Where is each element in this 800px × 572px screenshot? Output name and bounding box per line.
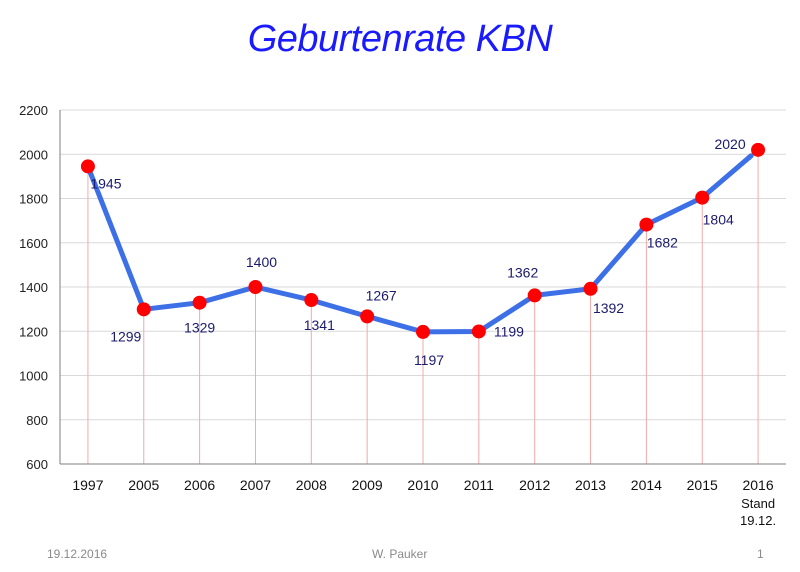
data-point <box>80 159 95 174</box>
x-tick-label: 2008 <box>296 477 327 493</box>
y-tick-label: 1600 <box>19 236 48 251</box>
footer-page-number: 1 <box>757 547 764 561</box>
data-point <box>192 295 207 310</box>
data-point <box>583 281 598 296</box>
data-point <box>136 302 151 317</box>
data-label: 1804 <box>703 212 734 228</box>
x-tick-label: 2007 <box>240 477 271 493</box>
footer-author: W. Pauker <box>372 547 428 561</box>
y-tick-label: 1200 <box>19 324 48 339</box>
data-label: 1197 <box>414 352 444 368</box>
data-label: 1299 <box>110 328 141 344</box>
y-tick-label: 1000 <box>19 369 48 384</box>
x-tick-sublabel: 19.12. <box>740 513 776 528</box>
data-point <box>695 190 710 205</box>
x-tick-label: 2006 <box>184 477 215 493</box>
x-tick-label: 1997 <box>72 477 103 493</box>
data-label: 1267 <box>366 287 397 303</box>
x-tick-sublabel: Stand <box>741 496 775 511</box>
data-point <box>304 293 319 308</box>
data-label: 2020 <box>714 136 745 152</box>
y-tick-label: 800 <box>26 413 48 428</box>
data-point <box>639 217 654 232</box>
data-point <box>360 309 375 324</box>
data-label: 1199 <box>494 323 524 339</box>
data-label: 1341 <box>304 317 335 333</box>
y-tick-label: 1800 <box>19 192 48 207</box>
footer-date: 19.12.2016 <box>47 547 108 561</box>
x-tick-label: 2011 <box>464 477 494 493</box>
data-label: 1400 <box>246 254 277 270</box>
x-tick-label: 2016 <box>742 477 773 493</box>
data-point <box>471 324 486 339</box>
x-tick-label: 2014 <box>631 477 662 493</box>
x-tick-label: 2005 <box>128 477 159 493</box>
data-point <box>416 324 430 339</box>
data-point <box>751 142 766 157</box>
x-tick-label: 2010 <box>407 477 438 493</box>
y-tick-label: 600 <box>26 457 48 472</box>
data-point <box>248 280 263 294</box>
chart-title: Geburtenrate KBN <box>247 18 553 60</box>
y-tick-label: 2000 <box>19 147 48 162</box>
y-tick-label: 2200 <box>19 103 48 118</box>
data-label: 1362 <box>507 264 538 280</box>
data-label: 1682 <box>647 235 678 251</box>
data-label: 1392 <box>593 300 624 316</box>
data-label: 1329 <box>184 320 215 336</box>
y-tick-label: 1400 <box>19 280 48 295</box>
data-label: 1945 <box>90 175 121 191</box>
x-tick-label: 2015 <box>687 477 718 493</box>
x-tick-label: 2012 <box>519 477 550 493</box>
data-point <box>527 288 542 303</box>
x-tick-label: 2009 <box>352 477 383 493</box>
x-tick-label: 2013 <box>575 477 606 493</box>
